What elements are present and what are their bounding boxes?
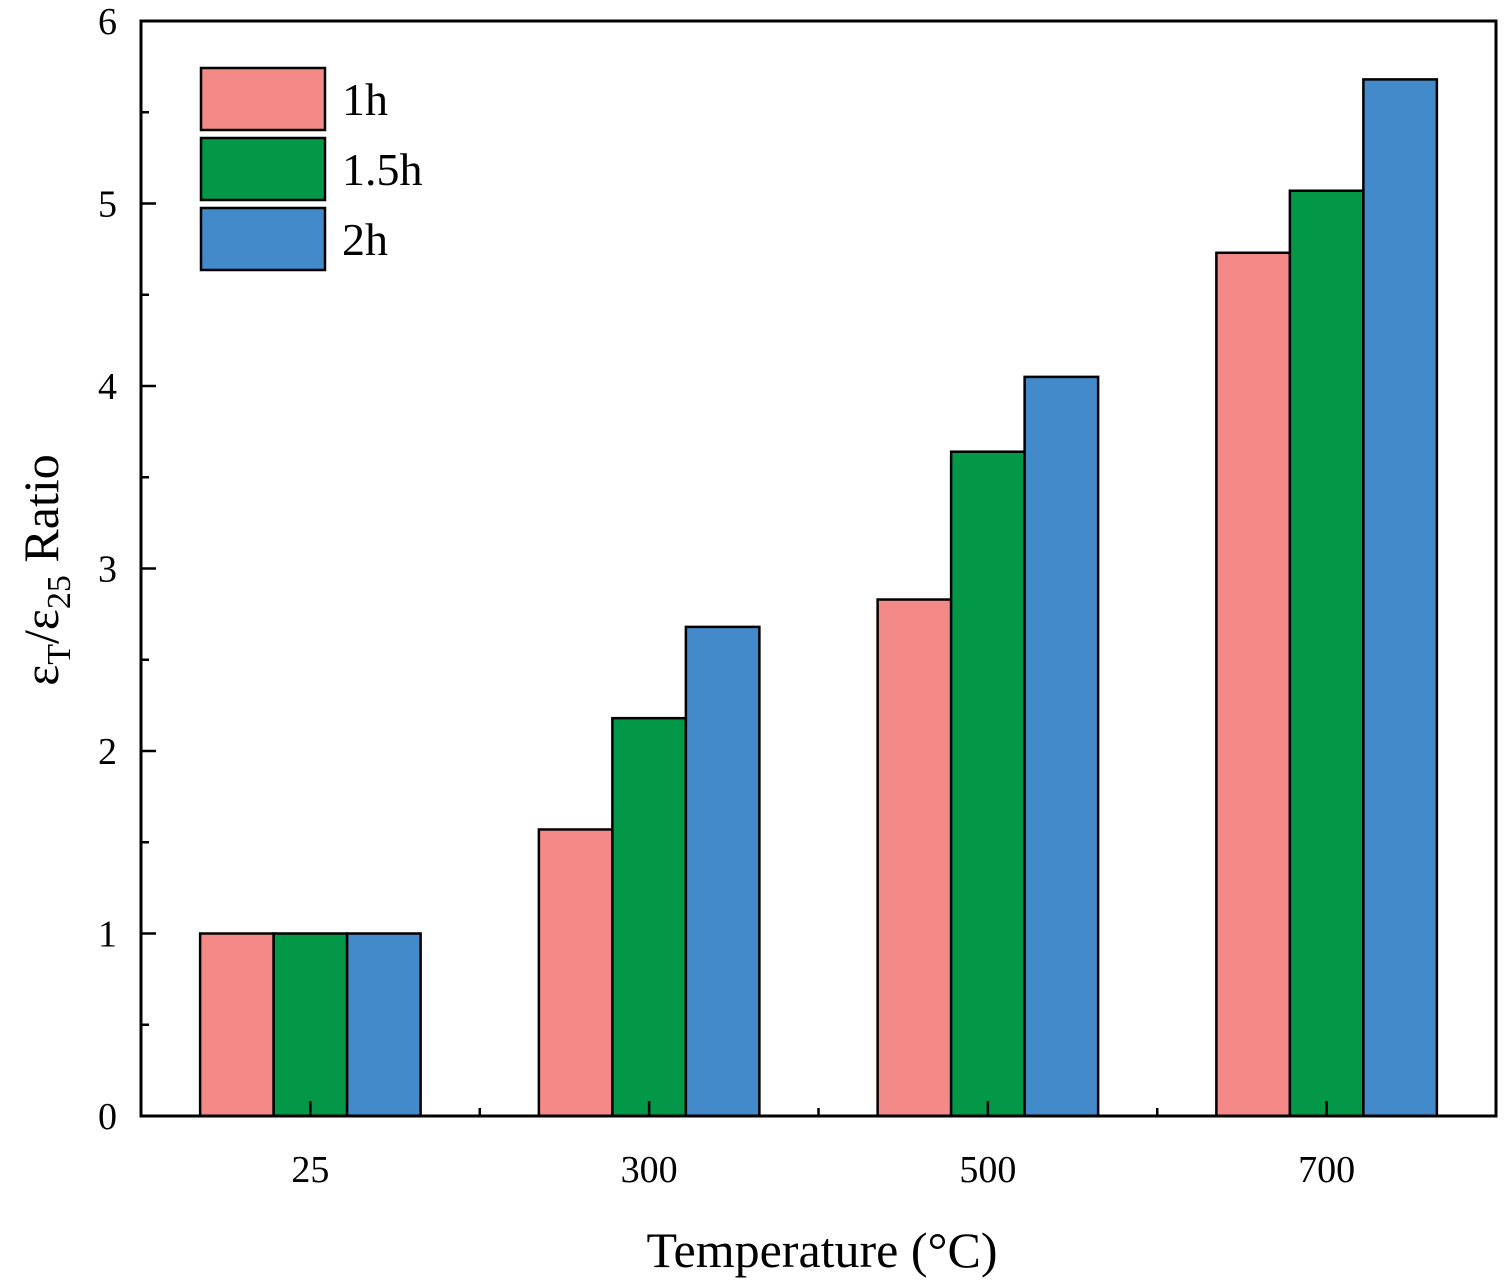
- y-axis: 0 1 2 3 4 5 6: [98, 1, 156, 1138]
- y-axis-title-slash: /: [13, 630, 69, 644]
- y-tick-label: 5: [98, 184, 117, 226]
- y-tick-label: 1: [98, 914, 117, 956]
- bar-1h-500: [876, 598, 953, 1118]
- legend-swatch-1h: [199, 66, 327, 132]
- bar-2h-300: [684, 625, 761, 1118]
- x-axis: 25 300 500 700: [291, 1101, 1355, 1191]
- y-axis-title-sub-25: 25: [41, 575, 78, 609]
- bar-2h-25: [345, 932, 422, 1118]
- x-axis-title: Temperature (°C): [646, 1222, 997, 1278]
- y-axis-title-suffix: Ratio: [13, 454, 69, 575]
- legend-label-1.5h: 1.5h: [342, 144, 423, 195]
- bar-1.5h-700: [1288, 189, 1365, 1118]
- x-tick-label: 500: [959, 1149, 1016, 1191]
- y-axis-title-epsilon-2: ε: [13, 609, 69, 630]
- y-tick-label: 3: [98, 549, 117, 591]
- bar-1.5h-25: [272, 932, 349, 1118]
- bars-group: [198, 78, 1439, 1118]
- legend-label-1h: 1h: [342, 74, 388, 125]
- y-tick-label: 6: [98, 1, 117, 43]
- bar-1h-300: [537, 828, 614, 1118]
- bar-1h-700: [1215, 251, 1292, 1118]
- legend: 1h 1.5h 2h: [199, 66, 423, 272]
- y-axis-title-epsilon: ε: [13, 665, 69, 686]
- legend-swatch-1.5h: [199, 136, 327, 202]
- y-axis-title-sub-t: T: [41, 644, 78, 665]
- legend-swatch-2h: [199, 206, 327, 272]
- y-tick-label: 2: [98, 731, 117, 773]
- x-tick-label: 25: [291, 1149, 329, 1191]
- y-axis-title: εT/ε25 Ratio: [13, 454, 78, 686]
- legend-label-2h: 2h: [342, 214, 388, 265]
- bar-1.5h-300: [611, 716, 688, 1118]
- bar-1.5h-500: [949, 450, 1026, 1118]
- x-tick-label: 700: [1298, 1149, 1355, 1191]
- bar-1h-25: [198, 932, 275, 1118]
- x-tick-label: 300: [621, 1149, 678, 1191]
- y-tick-label: 0: [98, 1096, 117, 1138]
- bar-2h-700: [1362, 78, 1439, 1118]
- bar-2h-500: [1023, 375, 1100, 1118]
- y-tick-label: 4: [98, 366, 117, 408]
